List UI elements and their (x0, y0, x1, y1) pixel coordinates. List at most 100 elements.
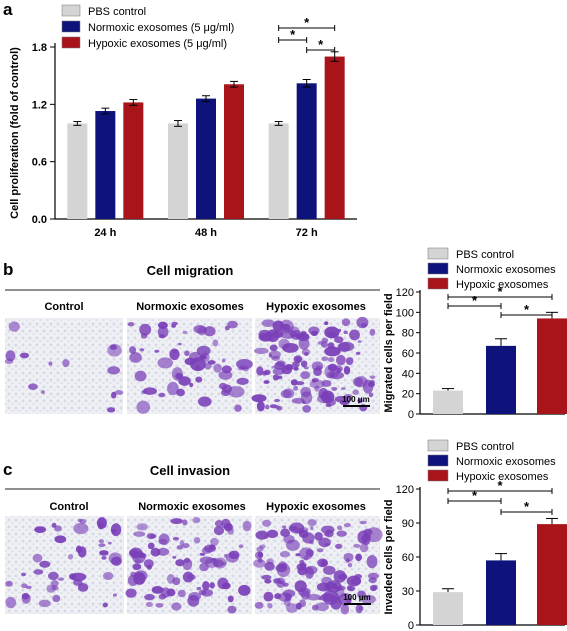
y-tick-label: 120 (396, 287, 414, 299)
stained-cell (195, 376, 203, 383)
stained-cell (182, 543, 190, 549)
y-tick-label: 0.0 (32, 214, 47, 226)
stained-cell (283, 534, 295, 544)
significance-star: * (497, 478, 503, 493)
legend-label: PBS control (456, 441, 514, 453)
significance-star: * (290, 27, 296, 42)
stained-cell (207, 360, 216, 365)
stained-cell (167, 381, 179, 396)
stained-cell (346, 584, 353, 591)
stained-cell (320, 390, 335, 404)
y-tick-label: 20 (402, 389, 414, 401)
stained-cell (317, 341, 324, 345)
stained-cell (160, 587, 171, 598)
stained-cell (282, 525, 287, 529)
migration-title: Cell migration (147, 263, 234, 278)
stained-cell (367, 572, 379, 580)
bar (433, 592, 463, 625)
stained-cell (340, 387, 346, 390)
stained-cell (331, 386, 338, 391)
stained-cell (357, 340, 362, 343)
stained-cell (267, 602, 273, 609)
migration-col-hypoxic: Hypoxic exosomes (266, 301, 366, 313)
stained-cell (300, 589, 310, 600)
legend-label: Normoxic exosomes (5 μg/ml) (88, 22, 234, 34)
stained-cell (193, 325, 207, 334)
stained-cell (259, 544, 266, 549)
significance-star: * (497, 284, 503, 299)
stained-cell (355, 553, 362, 562)
stained-cell (366, 554, 378, 569)
stained-cell (62, 359, 70, 368)
stained-cell (345, 558, 350, 563)
y-tick-label: 0 (408, 620, 414, 631)
stained-cell (261, 574, 272, 580)
stained-cell (171, 367, 183, 381)
stained-cell (242, 520, 252, 532)
stained-cell (79, 518, 87, 524)
stained-cell (110, 523, 122, 537)
stained-cell (213, 363, 222, 373)
stained-cell (282, 342, 299, 353)
stained-cell (321, 380, 332, 387)
stained-cell (272, 374, 280, 381)
stained-cell (321, 576, 333, 585)
stained-cell (343, 365, 351, 375)
stained-cell (234, 404, 242, 412)
stained-cell (98, 543, 106, 548)
stained-cell (320, 559, 328, 567)
stained-cell (96, 517, 107, 529)
stained-cell (139, 348, 145, 352)
stained-cell (324, 543, 331, 546)
y-axis-label: Migrated cells per field (383, 293, 395, 412)
stained-cell (343, 330, 348, 335)
y-axis-label: Cell proliferation (fold of control) (9, 47, 21, 219)
y-tick-label: 80 (402, 328, 414, 340)
legend-label: Hypoxic exosomes (456, 471, 549, 483)
stained-cell (314, 385, 320, 392)
stained-cell (210, 537, 219, 547)
legend-label: Hypoxic exosomes (456, 279, 549, 291)
stained-cell (109, 344, 117, 350)
stained-cell (300, 360, 308, 368)
stained-cell (353, 543, 361, 548)
stained-cell (357, 398, 363, 404)
stained-cell (337, 342, 351, 353)
stained-cell (266, 529, 279, 539)
stained-cell (236, 377, 249, 385)
stained-cell (365, 527, 383, 543)
stained-cell (253, 347, 269, 355)
stained-cell (203, 326, 216, 337)
stained-cell (140, 332, 148, 339)
stained-cell (171, 602, 182, 611)
stained-cell (341, 318, 351, 327)
panel-letter-a: a (3, 0, 13, 19)
stained-cell (75, 545, 82, 554)
stained-cell (199, 556, 215, 564)
stained-cell (70, 572, 87, 582)
invasion-col-hypoxic: Hypoxic exosomes (266, 501, 366, 513)
significance-star: * (472, 488, 478, 503)
stained-cell (310, 526, 314, 531)
stained-cell (221, 518, 231, 529)
stained-cell (171, 324, 176, 328)
stained-cell (309, 540, 314, 545)
stained-cell (5, 596, 17, 609)
stained-cell (298, 527, 309, 533)
stained-cell (176, 388, 185, 397)
stained-cell (25, 585, 32, 590)
stained-cell (166, 573, 175, 584)
stained-cell (305, 549, 314, 557)
stained-cell (340, 604, 350, 615)
bar (168, 123, 188, 219)
stained-cell (202, 581, 210, 591)
stained-cell (293, 355, 303, 363)
stained-cell (54, 535, 67, 544)
stained-cell (134, 370, 147, 382)
stained-cell (144, 593, 155, 601)
stained-cell (128, 549, 139, 557)
stained-cell (334, 585, 346, 591)
stained-cell (263, 591, 274, 602)
stained-cell (369, 375, 376, 379)
